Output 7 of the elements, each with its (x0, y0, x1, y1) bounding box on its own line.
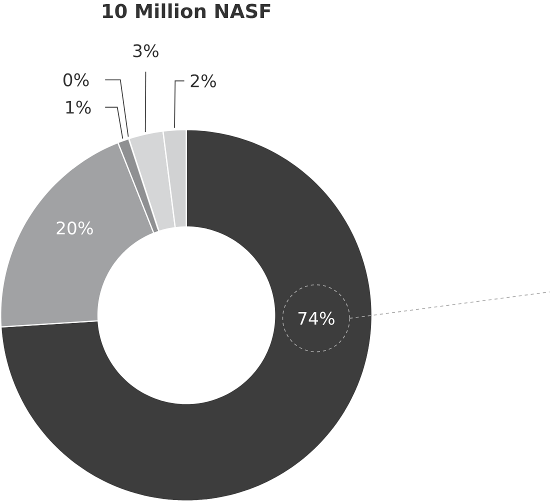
chart-title: 10 Million NASF (103, 4, 270, 18)
text: 0% (63, 74, 89, 87)
data-label: 20% (56, 222, 93, 235)
data-label: 3% (133, 44, 158, 58)
data-label: 1% (66, 100, 91, 114)
data-label: 2% (190, 74, 216, 88)
data-label: 74% (298, 312, 334, 326)
